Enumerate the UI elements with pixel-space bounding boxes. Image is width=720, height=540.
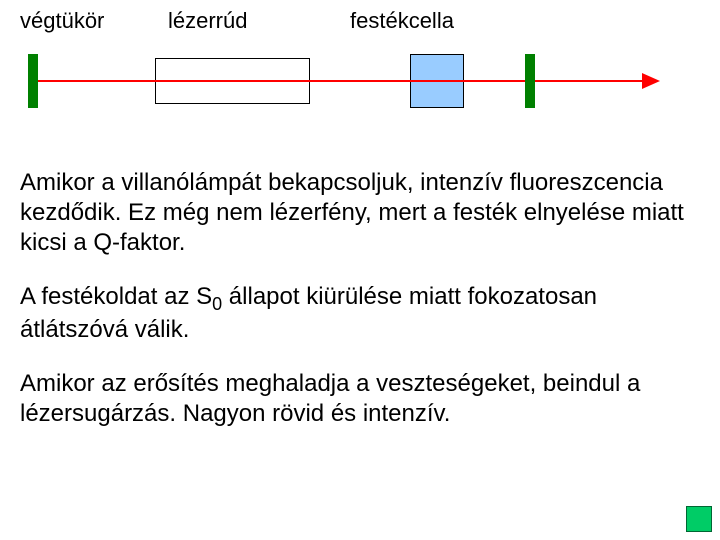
next-slide-button[interactable] [686, 506, 712, 532]
paragraph-3: Amikor az erősítés meghaladja a vesztesé… [20, 369, 700, 429]
paragraph-1-text: Amikor a villanólámpát bekapcsoljuk, int… [20, 169, 684, 256]
paragraph-2-pre: A festékoldat az S [20, 283, 212, 310]
label-laser-rod: lézerrúd [168, 8, 247, 34]
label-end-mirror: végtükör [20, 8, 104, 34]
output-mirror-shape [525, 54, 535, 108]
paragraph-3-text: Amikor az erősítés meghaladja a vesztesé… [20, 370, 640, 427]
end-mirror-shape [28, 54, 38, 108]
paragraph-1: Amikor a villanólámpát bekapcsoljuk, int… [20, 168, 700, 258]
label-dye-cell: festékcella [350, 8, 454, 34]
paragraph-2: A festékoldat az S0 állapot kiürülése mi… [20, 282, 700, 345]
paragraph-2-sub: 0 [212, 294, 222, 314]
optical-axis-line [35, 80, 645, 82]
explanation-text-block: Amikor a villanólámpát bekapcsoljuk, int… [20, 168, 700, 453]
laser-diagram: végtükör lézerrúd festékcella [20, 40, 660, 130]
beam-arrowhead-icon [642, 73, 660, 89]
